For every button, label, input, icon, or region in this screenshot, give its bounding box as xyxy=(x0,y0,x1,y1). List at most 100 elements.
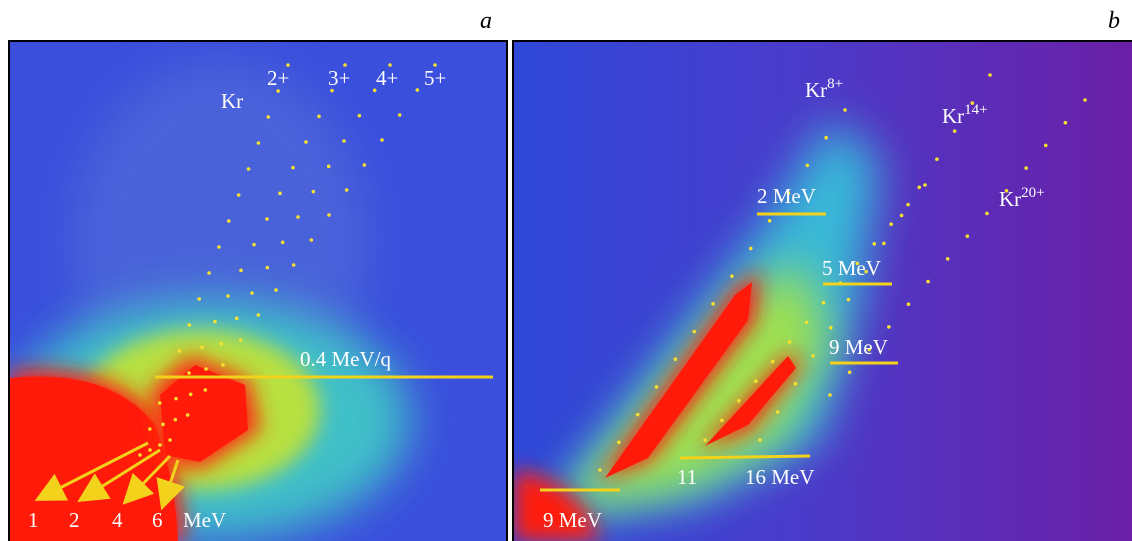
dot xyxy=(291,166,295,170)
dot xyxy=(988,73,992,77)
dot xyxy=(265,217,269,221)
dot xyxy=(226,294,230,298)
dot xyxy=(953,129,957,133)
panel-a-image xyxy=(10,42,506,541)
dot xyxy=(257,313,261,317)
dot xyxy=(829,326,833,330)
dot xyxy=(788,340,792,344)
energy-unit: MeV xyxy=(183,508,226,532)
dot xyxy=(985,212,989,216)
dot xyxy=(358,114,362,118)
dot xyxy=(178,349,182,353)
energy-label: 11 xyxy=(677,465,697,489)
dot xyxy=(235,317,239,321)
panel-b-image xyxy=(514,42,1132,541)
dot xyxy=(847,298,851,302)
dot xyxy=(843,108,847,112)
ion-label: Kr xyxy=(221,89,243,113)
dot xyxy=(889,222,893,226)
dot xyxy=(848,371,852,375)
dot xyxy=(217,245,221,249)
figure: a b Kr 2+ 3+ 4+ 5+ 0.4 MeV/q 1 2 4 6 MeV xyxy=(0,0,1132,541)
dot xyxy=(266,266,270,270)
dot xyxy=(317,115,321,119)
charge-label: 3+ xyxy=(328,66,350,90)
energy-label: 5 MeV xyxy=(822,256,881,280)
dot xyxy=(237,193,241,197)
dot xyxy=(158,401,162,405)
dot xyxy=(380,138,384,142)
dot xyxy=(161,423,165,427)
dot xyxy=(768,219,772,223)
dot xyxy=(794,382,798,386)
dot xyxy=(204,367,208,371)
energy-label: 1 xyxy=(28,508,39,532)
dot xyxy=(720,419,724,423)
charge-label: 4+ xyxy=(376,66,398,90)
energy-label: 2 MeV xyxy=(757,184,816,208)
dot xyxy=(227,219,231,223)
dot xyxy=(186,413,190,417)
dot xyxy=(598,468,602,472)
dot xyxy=(1083,98,1087,102)
dot xyxy=(771,360,775,364)
dot xyxy=(966,234,970,238)
dot xyxy=(822,301,826,305)
dot xyxy=(907,302,911,306)
dot xyxy=(906,203,910,207)
dot xyxy=(617,441,621,445)
dot xyxy=(138,453,142,457)
energy-label: 9 MeV xyxy=(543,508,602,532)
dot xyxy=(239,269,243,273)
dot xyxy=(923,183,927,187)
dot xyxy=(174,397,178,401)
dot xyxy=(730,274,734,278)
dot xyxy=(207,271,211,275)
dot xyxy=(882,242,886,246)
dot xyxy=(828,393,832,397)
dot xyxy=(711,302,715,306)
dot xyxy=(197,297,201,301)
dot xyxy=(692,330,696,334)
dot xyxy=(148,427,152,431)
dot xyxy=(776,410,780,414)
energy-label: 4 xyxy=(112,508,123,532)
dot xyxy=(754,379,758,383)
dot xyxy=(266,115,270,119)
panel-letter: b xyxy=(1108,8,1120,34)
dot xyxy=(806,164,810,168)
dot xyxy=(935,157,939,161)
dot xyxy=(811,354,815,358)
dot xyxy=(200,346,204,350)
dot xyxy=(174,418,178,422)
dot xyxy=(824,136,828,140)
dot xyxy=(257,141,261,145)
dot xyxy=(304,140,308,144)
dot xyxy=(917,186,921,190)
dot xyxy=(213,320,217,324)
dot xyxy=(636,413,640,417)
dot xyxy=(189,393,193,397)
dot xyxy=(327,165,331,169)
dot xyxy=(239,338,243,342)
dot xyxy=(655,385,659,389)
dot xyxy=(342,139,346,143)
dot xyxy=(398,113,402,117)
dot xyxy=(363,163,367,167)
energy-line-label: 0.4 MeV/q xyxy=(300,347,391,371)
dot xyxy=(1024,166,1028,170)
charge-label: 2+ xyxy=(267,66,289,90)
energy-line xyxy=(680,456,810,458)
dot xyxy=(872,242,876,246)
dot xyxy=(274,288,278,292)
dot xyxy=(703,438,707,442)
dot xyxy=(946,257,950,261)
dot xyxy=(296,215,300,219)
dot xyxy=(327,213,331,217)
dot xyxy=(188,323,192,327)
dot xyxy=(278,192,282,196)
dot xyxy=(281,241,285,245)
dot xyxy=(674,357,678,361)
dot xyxy=(1044,144,1048,148)
dot xyxy=(252,243,256,247)
